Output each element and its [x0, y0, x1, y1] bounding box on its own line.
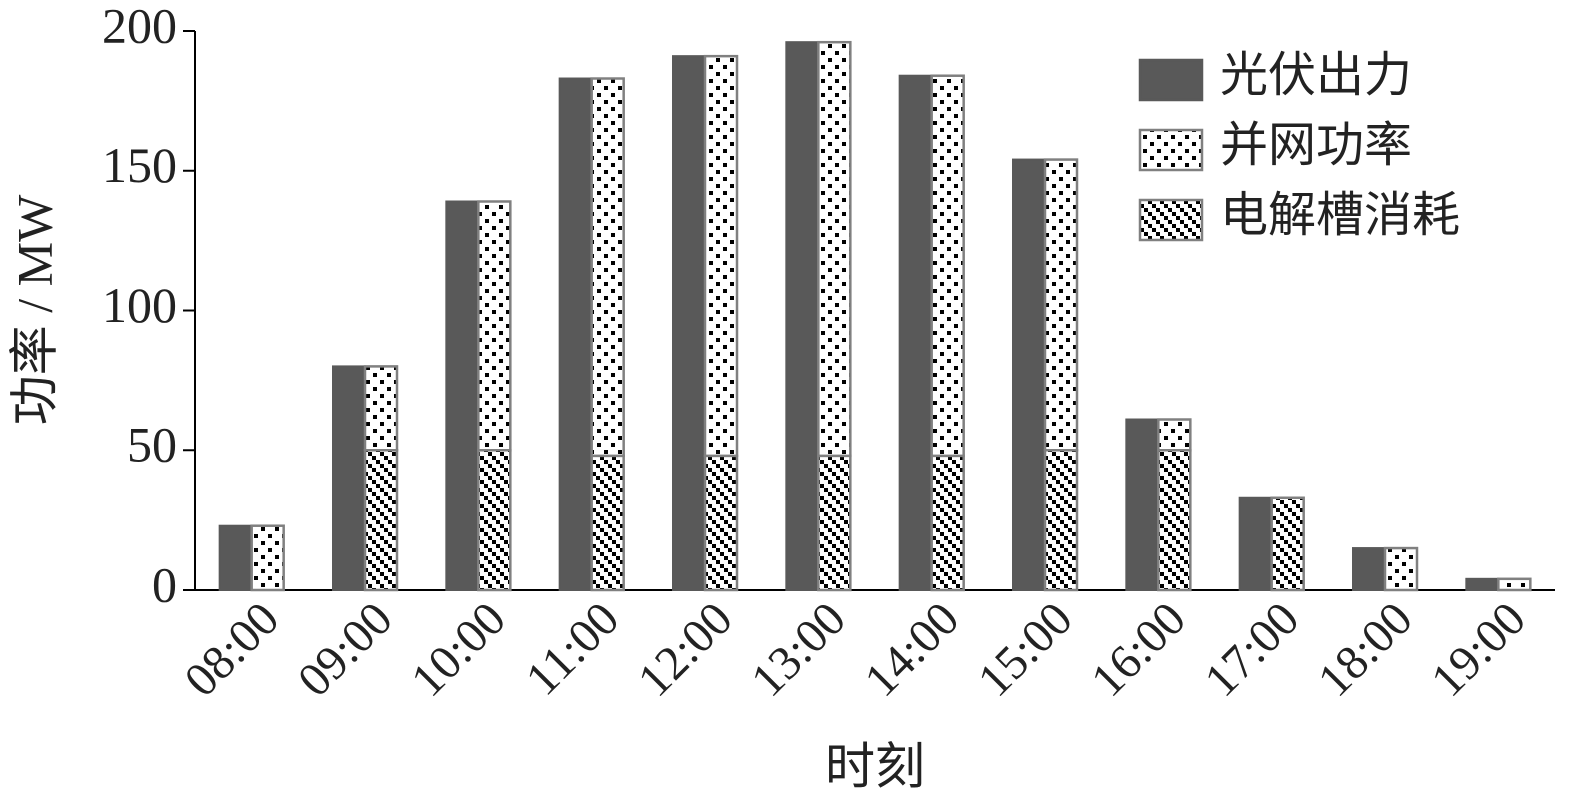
- bar-segment: [1270, 496, 1305, 592]
- x-axis-label: 时刻: [825, 738, 925, 794]
- x-tick-label: 13:00: [741, 592, 856, 707]
- legend-swatch: [1138, 198, 1204, 242]
- bar: [445, 200, 480, 591]
- x-tick-label: 18:00: [1308, 592, 1423, 707]
- x-tick-label: 16:00: [1081, 592, 1196, 707]
- bar-segment: [1157, 449, 1192, 592]
- y-tick-label: 150: [102, 137, 177, 193]
- bar: [332, 365, 366, 591]
- x-tick-label: 09:00: [288, 592, 403, 707]
- bar-segment: [1043, 449, 1079, 592]
- bar: [898, 74, 933, 592]
- x-tick-label: 17:00: [1194, 592, 1309, 707]
- bar-segment: [930, 454, 965, 592]
- legend-label: 并网功率: [1220, 119, 1412, 172]
- x-tick-label: 12:00: [628, 592, 743, 707]
- y-axis-label: 功率 / MW: [6, 194, 62, 425]
- x-tick-label: 08:00: [174, 592, 289, 707]
- bar-segment: [363, 449, 399, 592]
- y-tick-label: 50: [127, 417, 177, 473]
- bar-segment: [817, 40, 852, 458]
- bar: [1238, 496, 1273, 592]
- x-tick-label: 11:00: [516, 592, 630, 706]
- bar: [558, 77, 593, 591]
- bar: [1352, 547, 1386, 592]
- bar-segment: [477, 449, 512, 592]
- x-tick-label: 10:00: [401, 592, 516, 707]
- bar-segment: [1043, 158, 1079, 452]
- bar: [218, 524, 253, 592]
- bar-segment: [250, 524, 285, 592]
- x-tick-label: 14:00: [854, 592, 969, 707]
- bar-segment: [817, 454, 852, 592]
- y-tick-label: 0: [152, 556, 177, 612]
- bar: [1012, 158, 1046, 591]
- bar-segment: [590, 454, 625, 592]
- bar-segment: [1497, 577, 1532, 592]
- bar-segment: [703, 454, 739, 592]
- x-tick-label: 15:00: [968, 592, 1083, 707]
- bar-segment: [1157, 418, 1192, 452]
- bar-segment: [703, 54, 739, 458]
- bar: [785, 41, 820, 592]
- bar: [1125, 418, 1160, 591]
- bar-segment: [930, 74, 965, 458]
- legend-label: 光伏出力: [1220, 49, 1412, 102]
- x-tick-label: 19:00: [1421, 592, 1536, 707]
- legend-swatch: [1138, 128, 1204, 172]
- bar-segment: [590, 77, 625, 458]
- bar: [672, 55, 706, 591]
- legend-label: 电解槽消耗: [1220, 189, 1460, 242]
- y-tick-label: 100: [102, 277, 177, 333]
- bar-segment: [363, 365, 399, 452]
- legend-swatch: [1138, 58, 1204, 102]
- bar-segment: [477, 200, 512, 452]
- bar-segment: [1383, 546, 1419, 592]
- bar: [1465, 577, 1500, 592]
- y-tick-label: 200: [102, 0, 177, 53]
